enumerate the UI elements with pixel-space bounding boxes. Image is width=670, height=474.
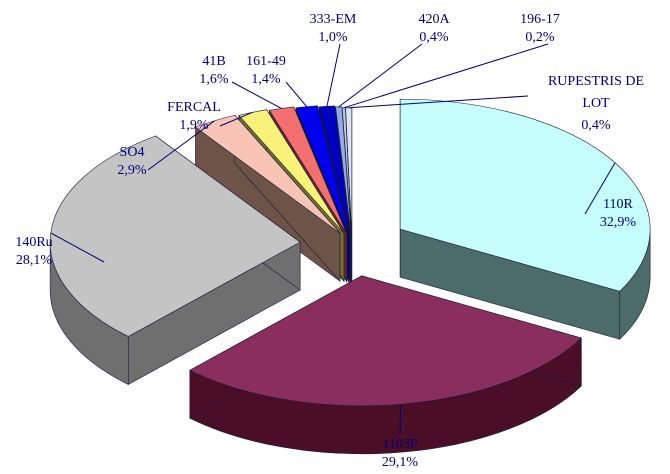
slice-top-161-49 xyxy=(295,105,350,235)
leader-so4 xyxy=(147,120,215,171)
label-name-196-17: 196-17 xyxy=(520,12,560,27)
label-name-110R: 110R xyxy=(603,197,633,212)
leader-1103p xyxy=(399,404,402,435)
label-name-333-EM: 333-EM xyxy=(310,12,357,27)
label-value-110R: 32,9% xyxy=(600,215,637,230)
leader-rupestris-de-lot xyxy=(348,95,529,109)
leader-161-49 xyxy=(285,81,308,107)
slice-top-1103p xyxy=(189,275,582,407)
label-value-1103P: 29,1% xyxy=(382,455,419,470)
label-value-41B: 1,6% xyxy=(199,72,229,87)
label-value-rupestris: 0,4% xyxy=(581,118,611,133)
slice-top-fercal xyxy=(238,109,345,234)
label-value-420A: 0,4% xyxy=(419,30,449,45)
label-name-1103P: 1103P xyxy=(382,437,417,452)
label-name-rupestris-line2: LOT xyxy=(582,96,610,111)
label-value-161-49: 1,4% xyxy=(251,72,281,87)
label-value-196-17: 0,2% xyxy=(525,30,555,45)
leader-420a xyxy=(338,43,423,108)
label-name-rupestris-line1: RUPESTRIS DE xyxy=(548,74,644,89)
label-value-SO4: 2,9% xyxy=(117,163,147,178)
label-name-161-49: 161-49 xyxy=(246,54,286,69)
slice-1103p xyxy=(189,275,582,455)
label-name-420A: 420A xyxy=(418,12,450,27)
label-leaders xyxy=(50,43,616,435)
leader-196-17 xyxy=(343,43,549,109)
label-name-SO4: SO4 xyxy=(120,145,145,160)
label-name-41B: 41B xyxy=(202,54,225,69)
leader-140ru xyxy=(50,232,105,263)
leader-333-em xyxy=(326,43,341,107)
slice-top-110r xyxy=(399,98,651,292)
label-name-140Ru: 140Ru xyxy=(15,235,52,250)
label-value-FERCAL: 1,9% xyxy=(179,118,209,133)
leader-110r xyxy=(584,162,616,215)
label-name-FERCAL: FERCAL xyxy=(167,100,221,115)
pie-slices xyxy=(49,98,651,455)
slice-top-41b xyxy=(268,106,348,235)
slice-140ru xyxy=(49,135,301,386)
leader-41b xyxy=(231,81,282,109)
leader-fercal xyxy=(219,111,253,127)
label-value-333-EM: 1,0% xyxy=(318,30,348,45)
slice-110r xyxy=(399,98,651,340)
label-value-140Ru: 28,1% xyxy=(16,253,53,268)
